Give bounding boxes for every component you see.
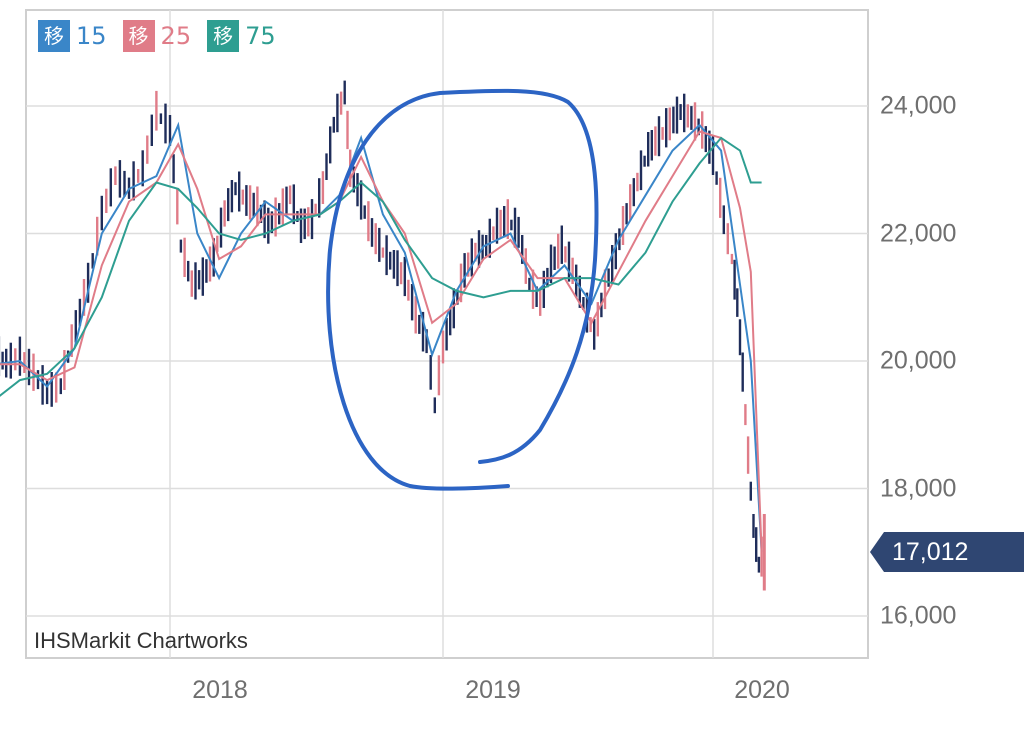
legend-item-ma25[interactable]: 移 25: [122, 20, 192, 52]
ma25-badge: 移: [122, 20, 155, 52]
plot-frame: [25, 9, 869, 659]
ma25-label: 25: [160, 22, 192, 50]
ma-15-line: [0, 121, 763, 552]
price-candles: [0, 80, 766, 591]
price-tag-shape: [870, 532, 1024, 572]
last-price-tag: 17,012: [870, 532, 1024, 572]
ma75-badge: 移: [207, 20, 240, 52]
y-tick-24000: 24,000: [880, 91, 957, 120]
x-gridlines: [169, 10, 714, 658]
legend-item-ma15[interactable]: 移 15: [38, 20, 107, 52]
y-tick-16000: 16,000: [880, 601, 957, 630]
last-price-value: 17,012: [892, 538, 969, 566]
hand-drawn-circle-annotation: [326, 88, 599, 491]
x-tick-2020: 2020: [734, 676, 790, 704]
x-tick-2018: 2018: [192, 676, 248, 704]
ma15-badge: 移: [38, 20, 70, 52]
chart-credit: IHSMarkit Chartworks: [34, 628, 248, 653]
y-tick-20000: 20,000: [880, 346, 957, 375]
ma75-label: 75: [245, 22, 276, 50]
y-tick-22000: 22,000: [880, 219, 957, 248]
moving-average-lines: [0, 121, 763, 552]
legend: 移 15 移 25 移 75: [38, 20, 276, 52]
ma15-label: 15: [76, 22, 107, 50]
y-tick-18000: 18,000: [880, 474, 957, 503]
ma-75-line: [0, 136, 762, 397]
legend-item-ma75[interactable]: 移 75: [207, 20, 276, 52]
x-tick-2019: 2019: [465, 676, 521, 704]
